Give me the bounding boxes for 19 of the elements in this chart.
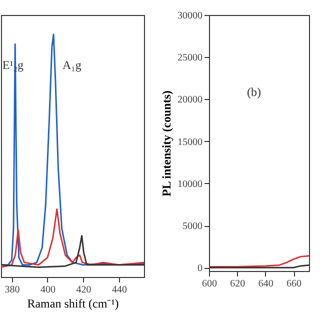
x-tick-label: 420 <box>76 284 92 296</box>
x-tick-label: 620 <box>230 278 246 290</box>
x-tick-label: 400 <box>40 284 56 296</box>
y-axis-title: PL intensity (counts) <box>160 90 174 197</box>
y-tick-label: 5000 <box>182 221 202 232</box>
y-tick-label: 25000 <box>178 52 202 64</box>
y-tick-label: 15000 <box>178 136 202 148</box>
annotation: (b) <box>247 84 261 99</box>
y-tick-label: 0 <box>198 263 202 274</box>
y-tick-label: 20000 <box>178 94 202 106</box>
annotation: A₁g <box>62 58 82 72</box>
x-tick-label: 600 <box>202 278 217 290</box>
x-tick-label: 660 <box>286 278 302 290</box>
x-axis-title: Raman shift (cm⁻¹) <box>27 296 119 310</box>
x-tick-label: 640 <box>258 278 274 290</box>
y-tick-label: 30000 <box>178 10 202 22</box>
y-tick-label: 10000 <box>178 178 202 190</box>
x-tick-label: 380 <box>4 284 20 296</box>
x-tick-label: 440 <box>112 284 127 296</box>
